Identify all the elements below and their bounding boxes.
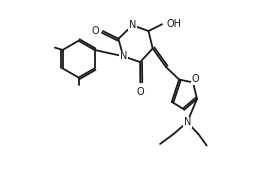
- Text: N: N: [184, 117, 191, 127]
- Text: N: N: [119, 51, 127, 61]
- Text: OH: OH: [166, 19, 181, 29]
- Text: O: O: [137, 87, 144, 97]
- Text: N: N: [129, 20, 136, 30]
- Text: O: O: [92, 26, 99, 36]
- Text: O: O: [191, 74, 199, 84]
